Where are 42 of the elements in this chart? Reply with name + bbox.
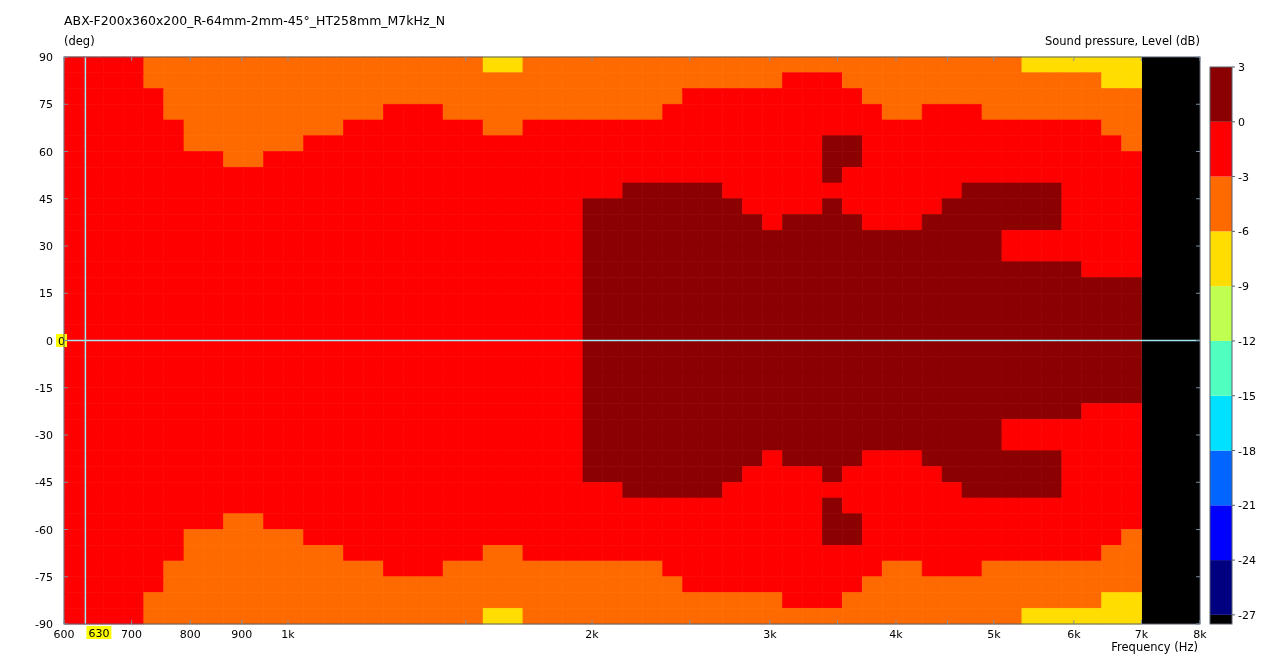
x-tick-label: 2k [585,628,600,641]
y-tick-label: 75 [39,98,53,112]
y-tick-label: 60 [39,145,53,159]
y-tick-label: 0 [46,334,53,348]
color-bar-label: -27 [1238,608,1256,622]
x-tick-label: 1k [281,628,296,641]
y-tick-label: -30 [35,429,53,442]
x-tick-label: 3k [763,628,778,641]
color-bar-label: -24 [1238,554,1256,568]
x-tick-label: 7k [1134,628,1149,641]
color-bar-label: -18 [1238,444,1256,458]
color-bar-label: 3 [1238,61,1245,74]
y-tick-label: 90 [39,51,53,64]
x-tick-label: 8k [1193,628,1208,641]
x-tick-label: 600 [53,628,75,641]
color-bar-label: 0 [1238,115,1245,129]
y-axis-title: (deg) [64,34,95,48]
y-tick-label: -75 [35,570,53,584]
y-tick-label: -45 [35,476,53,490]
x-tick-label: 900 [231,628,253,641]
x-tick-label: 6k [1067,628,1082,641]
color-bar-label: -15 [1238,389,1256,403]
x-axis-title: Frequency (Hz) [1111,640,1198,654]
ref-line-label: 630 [88,626,110,640]
x-tick-label: 5k [987,628,1002,641]
y-tick-label: 45 [39,192,53,206]
x-tick-label: 800 [179,628,201,641]
chart-title: ABX-F200x360x200_R-64mm-2mm-45°_HT258mm_M7kHz_N [64,13,446,28]
x-tick-label: 700 [121,628,143,641]
y-tick-label: -15 [35,381,53,395]
y-tick-label: 15 [39,287,53,301]
color-bar-label: -9 [1238,280,1249,294]
color-bar-label: -21 [1238,499,1256,513]
color-bar-title: Sound pressure, Level (dB) [1044,34,1200,48]
color-bar-label: -6 [1238,225,1249,239]
color-bar-label: -12 [1238,334,1256,348]
y-tick-label: -90 [35,618,53,631]
ref-line-label: 0 [58,334,65,348]
color-bar-label: -3 [1238,170,1249,184]
x-tick-label: 4k [889,628,904,641]
y-tick-label: 30 [39,240,53,253]
y-tick-label: -60 [35,523,53,537]
